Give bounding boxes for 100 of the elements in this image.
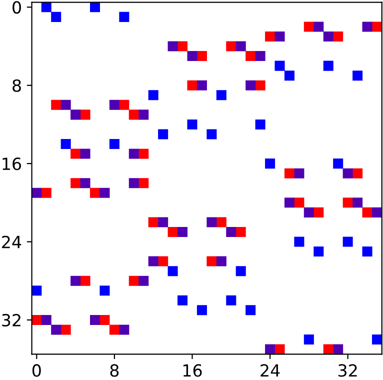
- x-tick-label: 32: [338, 364, 357, 377]
- point: [352, 198, 363, 208]
- point: [323, 31, 334, 42]
- point: [158, 217, 168, 228]
- point: [333, 31, 344, 42]
- point: [51, 324, 62, 335]
- y-tick-label: 16: [2, 158, 22, 170]
- x-tick-label: 16: [183, 364, 202, 377]
- point: [372, 207, 382, 218]
- point: [70, 110, 81, 120]
- point: [304, 207, 314, 218]
- point: [119, 324, 130, 335]
- point: [284, 70, 294, 81]
- point: [236, 226, 246, 237]
- point: [274, 344, 285, 354]
- point: [274, 60, 285, 71]
- point: [333, 344, 344, 354]
- point: [206, 217, 217, 228]
- point: [51, 12, 62, 22]
- point: [314, 22, 324, 32]
- point: [304, 22, 314, 32]
- point: [119, 100, 130, 110]
- point: [226, 41, 236, 52]
- point: [80, 110, 90, 120]
- point: [41, 2, 52, 12]
- point: [60, 100, 71, 110]
- point: [294, 168, 304, 178]
- point: [265, 344, 276, 354]
- point: [216, 256, 226, 266]
- point: [148, 217, 158, 228]
- point: [158, 256, 168, 266]
- point: [80, 148, 90, 159]
- point: [187, 119, 198, 130]
- point: [100, 314, 110, 325]
- point: [178, 295, 188, 306]
- point: [255, 80, 266, 90]
- point: [178, 41, 188, 52]
- point: [226, 295, 236, 306]
- point: [314, 246, 324, 257]
- point: [138, 276, 149, 286]
- point: [32, 188, 42, 198]
- point: [90, 314, 100, 325]
- point: [168, 41, 178, 52]
- point: [206, 256, 217, 266]
- point: [362, 22, 372, 32]
- point: [372, 22, 382, 32]
- point: [226, 226, 236, 237]
- point: [32, 314, 42, 325]
- point: [216, 90, 226, 100]
- point: [362, 207, 372, 218]
- point: [196, 51, 207, 62]
- point: [284, 168, 294, 178]
- point: [265, 158, 276, 169]
- point: [109, 324, 120, 335]
- point: [206, 129, 217, 140]
- x-tick-label: 8: [110, 364, 119, 377]
- point: [314, 207, 324, 218]
- point: [196, 80, 207, 90]
- point: [128, 110, 139, 120]
- point: [255, 119, 266, 130]
- point: [80, 178, 90, 188]
- point: [70, 148, 81, 159]
- point: [41, 188, 52, 198]
- point: [168, 226, 178, 237]
- point: [255, 51, 266, 62]
- point: [90, 2, 100, 12]
- point: [90, 188, 100, 198]
- point: [216, 217, 226, 228]
- point: [284, 198, 294, 208]
- point: [70, 276, 81, 286]
- point: [100, 286, 110, 296]
- point: [352, 168, 363, 178]
- point: [80, 276, 90, 286]
- point: [274, 31, 285, 42]
- point: [148, 256, 158, 266]
- point: [148, 90, 158, 100]
- point: [342, 236, 353, 247]
- point: [60, 139, 71, 150]
- point: [372, 334, 382, 345]
- point: [236, 266, 246, 276]
- point: [246, 80, 256, 90]
- x-tick-label: 0: [32, 364, 41, 377]
- point: [246, 51, 256, 62]
- y-tick-label: 24: [2, 236, 22, 248]
- point: [294, 236, 304, 247]
- y-tick-label: 8: [12, 79, 21, 92]
- point: [362, 246, 372, 257]
- point: [333, 158, 344, 169]
- point: [128, 276, 139, 286]
- point: [138, 148, 149, 159]
- point: [246, 305, 256, 316]
- point: [119, 12, 130, 22]
- point: [168, 266, 178, 276]
- point: [236, 41, 246, 52]
- point: [187, 80, 198, 90]
- point: [352, 70, 363, 81]
- point: [60, 324, 71, 335]
- point: [128, 148, 139, 159]
- point: [342, 168, 353, 178]
- point: [70, 178, 81, 188]
